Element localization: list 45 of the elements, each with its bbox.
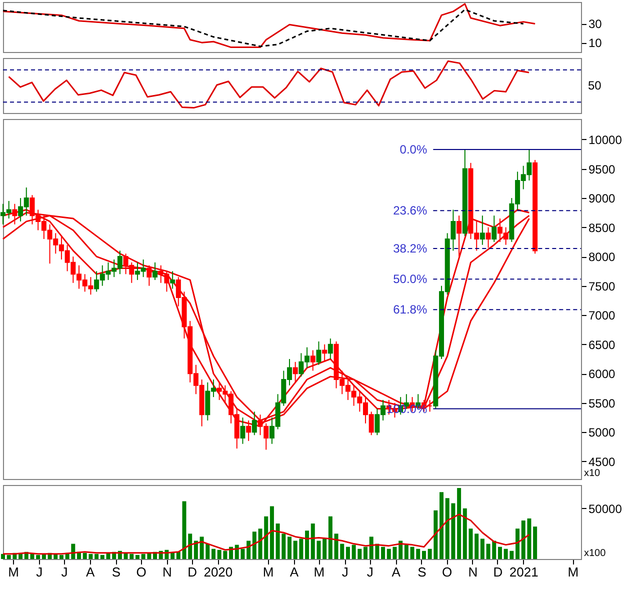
x-tick-label: D bbox=[493, 564, 503, 580]
annotation: 38.2% bbox=[393, 242, 428, 256]
x-tick-label: 2020 bbox=[204, 564, 233, 580]
y-tick-label: 9000 bbox=[588, 192, 616, 206]
x-tick-label: M bbox=[568, 564, 579, 580]
x-tick-label: A bbox=[86, 564, 96, 580]
y-tick-label: 10000 bbox=[588, 132, 622, 147]
x-tick-label: J bbox=[366, 564, 374, 580]
x-tick-label: A bbox=[290, 564, 299, 580]
y-tick-label: 7500 bbox=[588, 279, 616, 294]
x-tick-label: 2021 bbox=[509, 564, 538, 580]
x-tick-label: J bbox=[36, 564, 43, 580]
x-tick-label: S bbox=[418, 564, 427, 580]
x-tick-label: N bbox=[162, 564, 172, 580]
annotation: 100.0% bbox=[386, 402, 428, 416]
y-tick-label: 6000 bbox=[588, 367, 616, 382]
x-tick-label: M bbox=[314, 564, 325, 580]
annotation: 0.0% bbox=[400, 142, 428, 156]
y-tick-label: 4500 bbox=[588, 454, 616, 469]
x-tick-label: M bbox=[262, 564, 274, 580]
x-tick-label: O bbox=[136, 564, 146, 580]
annotation: 50.0% bbox=[393, 272, 428, 286]
y-tick-label: 50000 bbox=[588, 502, 622, 516]
x-tick-label: D bbox=[188, 564, 197, 580]
x-tick-label: J bbox=[61, 564, 68, 580]
x-tick-label: J bbox=[342, 564, 348, 580]
annotation: 23.6% bbox=[393, 204, 428, 218]
y-tick-label: 7000 bbox=[588, 308, 616, 323]
text: x10 bbox=[584, 468, 601, 479]
y-tick-label: 5500 bbox=[588, 396, 616, 410]
text: x100 bbox=[584, 548, 606, 559]
y-tick-label: 5000 bbox=[588, 426, 616, 440]
text: 50 bbox=[588, 78, 602, 92]
x-tick-label: O bbox=[442, 564, 452, 580]
x-tick-label: N bbox=[468, 564, 478, 580]
y-tick-label: 8500 bbox=[588, 220, 616, 235]
x-tick-label: A bbox=[392, 564, 401, 580]
x-tick-label: M bbox=[8, 564, 19, 580]
x-tick-label: S bbox=[112, 564, 121, 580]
y-tick-label: 30 bbox=[588, 17, 602, 32]
annotation: 61.8% bbox=[393, 302, 428, 317]
y-tick-label: 10 bbox=[588, 36, 602, 50]
y-tick-label: 6500 bbox=[588, 338, 616, 352]
y-tick-label: 8000 bbox=[588, 250, 616, 264]
y-tick-label: 9500 bbox=[588, 162, 616, 176]
